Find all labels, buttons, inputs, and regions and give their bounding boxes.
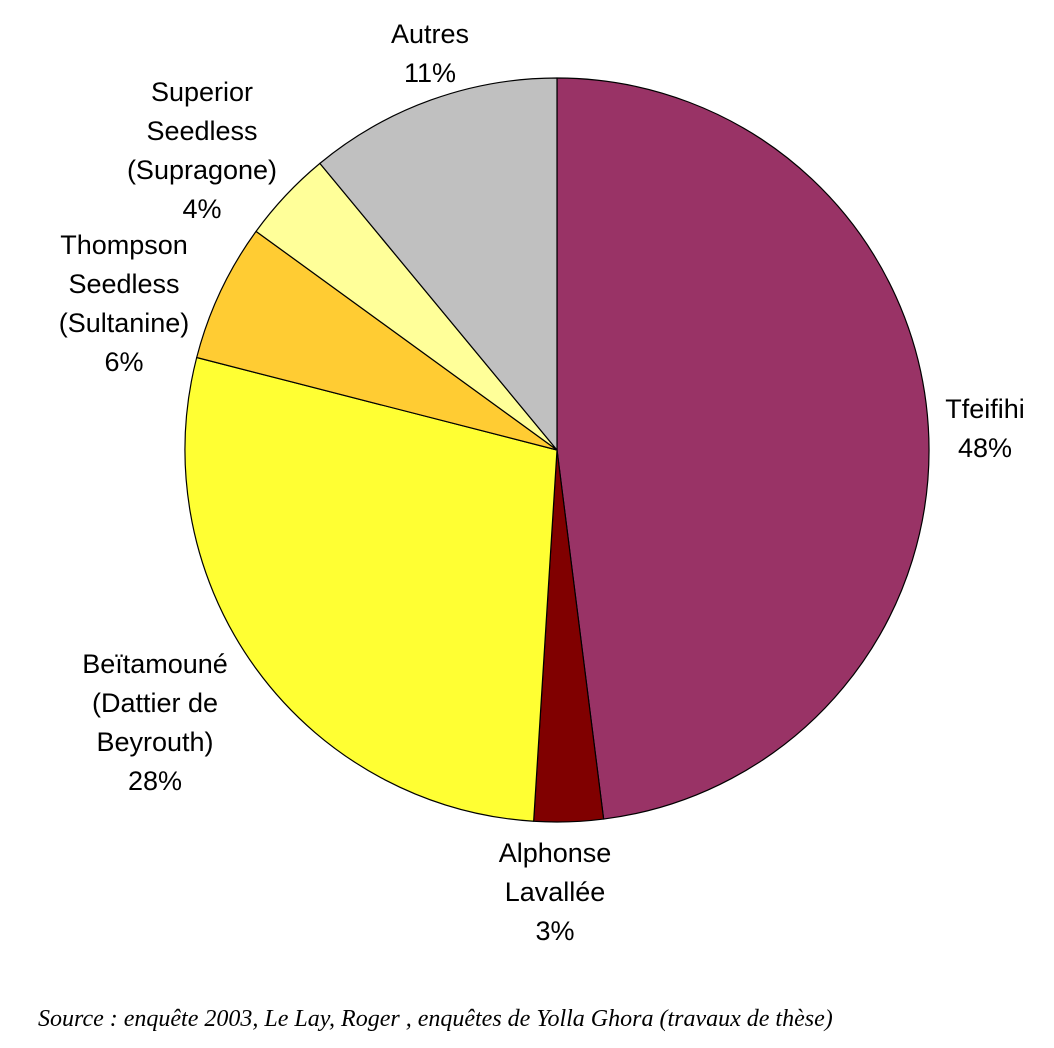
slice-name-line: Thompson [60,230,188,260]
slice-name-line: Tfeifihi [945,394,1025,424]
pie-slice [184,356,558,822]
slice-name-line: Beyrouth) [96,727,213,757]
slice-name-line: Seedless [146,116,257,146]
pie-labels: Tfeifihi 48% Alphonse Lavallée 3% Beïtamouné (… [59,19,1025,946]
pie-slice [556,77,930,820]
slice-name-line: (Sultanine) [59,308,190,338]
slice-percent: 4% [182,194,221,224]
slice-percent: 3% [535,916,574,946]
pie-slices [184,77,930,823]
slice-percent: 11% [404,58,456,88]
slice-label: Superior Seedless (Supragone) 4% [127,77,277,224]
slice-name-line: (Supragone) [127,155,277,185]
slice-label: Beïtamouné (Dattier de Beyrouth) 28% [82,649,228,796]
slice-name-line: Lavallée [505,877,606,907]
slice-label: Autres 11% [391,19,469,88]
pie-slice [319,77,558,451]
slice-percent: 48% [958,433,1012,463]
slice-name-line: Beïtamouné [82,649,228,679]
pie-slice [196,230,558,451]
slice-name-line: Alphonse [499,838,612,868]
slice-name-line: Superior [151,77,253,107]
slice-percent: 6% [104,347,143,377]
source-note: Source : enquête 2003, Le Lay, Roger , e… [38,1006,833,1032]
slice-name-line: (Dattier de [92,688,218,718]
slice-label: Tfeifihi 48% [945,394,1025,463]
slice-label: Thompson Seedless (Sultanine) 6% [59,230,190,377]
slice-percent: 28% [128,766,182,796]
slice-name-line: Autres [391,19,469,49]
slice-name-line: Seedless [68,269,179,299]
slice-label: Alphonse Lavallée 3% [499,838,612,946]
